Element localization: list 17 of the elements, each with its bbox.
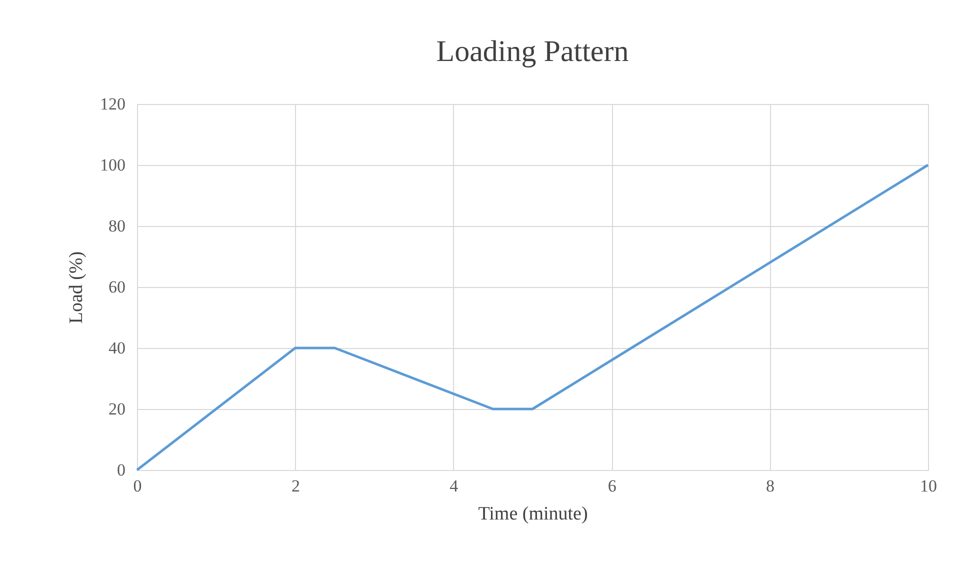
line-series	[136, 164, 930, 472]
x-tick-label: 6	[608, 476, 616, 496]
y-tick-label: 0	[117, 460, 126, 480]
x-tick-label: 10	[920, 476, 937, 496]
x-tick-label: 4	[450, 476, 459, 496]
x-tick-label: 8	[766, 476, 775, 496]
y-tick-label: 20	[108, 400, 126, 418]
x-axis-title: Time (minute)	[478, 504, 588, 524]
y-tick-label: 60	[108, 278, 126, 296]
y-tick-label: 120	[100, 94, 126, 114]
x-tick-label: 0	[133, 476, 142, 496]
x-tick-label: 2	[291, 476, 300, 496]
y-tick-label: 40	[108, 338, 126, 358]
y-tick-label: 100	[100, 156, 126, 174]
chart-title: Loading Pattern	[436, 35, 629, 68]
y-tick-label: 80	[108, 216, 126, 236]
y-axis-title: Load (%)	[66, 251, 87, 324]
